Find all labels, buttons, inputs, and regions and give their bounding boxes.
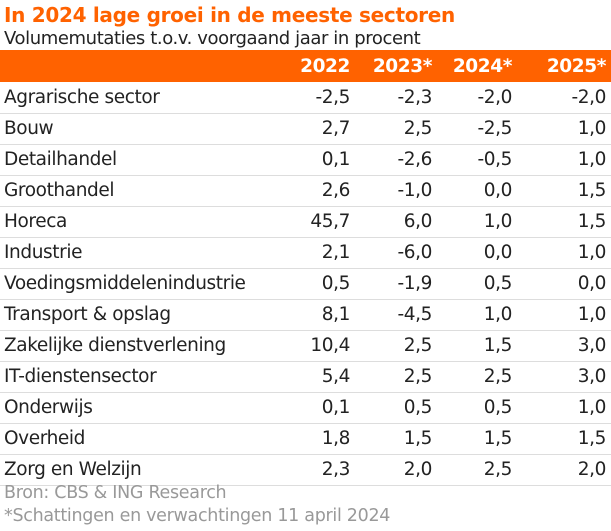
table-row: Transport & opslag 8,1 -4,5 1,0 1,0: [0, 299, 611, 330]
table-row: Onderwijs 0,1 0,5 0,5 1,0: [0, 392, 611, 423]
table-row: Detailhandel 0,1 -2,6 -0,5 1,0: [0, 144, 611, 175]
value-cell: -2,5: [477, 118, 513, 139]
value-cell: 0,5: [321, 273, 351, 294]
table-row: Overheid 1,8 1,5 1,5 1,5: [0, 423, 611, 454]
value-cell: 1,5: [483, 428, 513, 449]
sector-name: Zorg en Welzijn: [4, 459, 142, 480]
value-cell: 0,5: [403, 397, 433, 418]
value-cell: 8,1: [321, 304, 351, 325]
value-cell: 0,0: [577, 273, 607, 294]
value-cell: 1,5: [577, 180, 607, 201]
value-cell: 2,3: [321, 459, 351, 480]
value-cell: 2,0: [403, 459, 433, 480]
value-cell: -0,5: [477, 149, 513, 170]
value-cell: 5,4: [321, 366, 351, 387]
value-cell: 2,6: [321, 180, 351, 201]
value-cell: 1,5: [403, 428, 433, 449]
value-cell: 2,7: [321, 118, 351, 139]
value-cell: 1,8: [321, 428, 351, 449]
table-row: Industrie 2,1 -6,0 0,0 1,0: [0, 237, 611, 268]
value-cell: 3,0: [577, 366, 607, 387]
chart-title: In 2024 lage groei in de meeste sectoren: [4, 3, 455, 27]
value-cell: -2,6: [397, 149, 433, 170]
table-row: Zorg en Welzijn 2,3 2,0 2,5 2,0: [0, 454, 611, 485]
sector-name: Horeca: [4, 211, 67, 232]
value-cell: 1,0: [577, 242, 607, 263]
table-row: Voedingsmiddelenindustrie 0,5 -1,9 0,5 0,0: [0, 268, 611, 299]
forecast-note: *Schattingen en verwachtingen 11 april 2…: [4, 506, 391, 526]
value-cell: -2,0: [571, 86, 607, 108]
value-cell: -1,0: [397, 180, 433, 201]
sector-name: Detailhandel: [4, 149, 117, 170]
sector-name: Bouw: [4, 118, 54, 139]
value-cell: 1,0: [577, 149, 607, 170]
value-cell: 45,7: [310, 211, 350, 232]
table-row: Horeca 45,7 6,0 1,0 1,5: [0, 206, 611, 237]
table-row: Groothandel 2,6 -1,0 0,0 1,5: [0, 175, 611, 206]
value-cell: 1,0: [483, 211, 513, 232]
sector-name: Groothandel: [4, 180, 115, 201]
header-cell-year: 2024*: [452, 55, 513, 77]
table-row: Zakelijke dienstverlening 10,4 2,5 1,5 3,0: [0, 330, 611, 361]
sector-name: Overheid: [4, 428, 85, 449]
value-cell: 10,4: [310, 335, 350, 356]
value-cell: 2,5: [483, 366, 513, 387]
sector-name: IT-dienstensector: [4, 366, 157, 387]
value-cell: 0,1: [321, 149, 351, 170]
value-cell: 0,0: [483, 242, 513, 263]
value-cell: 1,5: [577, 428, 607, 449]
value-cell: 1,5: [483, 335, 513, 356]
sector-name: Zakelijke dienstverlening: [4, 335, 226, 356]
value-cell: 2,0: [577, 459, 607, 480]
value-cell: 0,5: [483, 273, 513, 294]
value-cell: 2,5: [403, 366, 433, 387]
value-cell: 1,0: [577, 397, 607, 418]
value-cell: 2,5: [403, 118, 433, 139]
table-header-row: 2022 2023* 2024* 2025*: [0, 50, 611, 82]
value-cell: -4,5: [397, 304, 433, 325]
value-cell: 1,0: [483, 304, 513, 325]
value-cell: 1,5: [577, 211, 607, 232]
value-cell: -2,0: [477, 86, 513, 108]
value-cell: 1,0: [577, 118, 607, 139]
header-cell-year: 2022: [300, 55, 350, 77]
value-cell: 2,5: [403, 335, 433, 356]
table-row: IT-dienstensector 5,4 2,5 2,5 3,0: [0, 361, 611, 392]
value-cell: 2,5: [483, 459, 513, 480]
source-note: Bron: CBS & ING Research: [4, 483, 227, 503]
chart-subtitle: Volumemutaties t.o.v. voorgaand jaar in …: [4, 28, 421, 49]
header-cell-label: [0, 50, 252, 82]
value-cell: 2,1: [321, 242, 351, 263]
value-cell: 0,0: [483, 180, 513, 201]
value-cell: -2,5: [315, 86, 351, 108]
table-row: Bouw 2,7 2,5 -2,5 1,0: [0, 113, 611, 144]
value-cell: 0,1: [321, 397, 351, 418]
sector-name: Industrie: [4, 242, 83, 263]
sector-name: Voedingsmiddelenindustrie: [4, 273, 246, 294]
value-cell: -1,9: [397, 273, 433, 294]
header-cell-year: 2023*: [372, 55, 433, 77]
value-cell: 0,5: [483, 397, 513, 418]
sector-name: Agrarische sector: [4, 86, 160, 108]
value-cell: 6,0: [403, 211, 433, 232]
value-cell: -6,0: [397, 242, 433, 263]
sector-name: Transport & opslag: [4, 304, 171, 325]
value-cell: 3,0: [577, 335, 607, 356]
table-row: Agrarische sector -2,5 -2,3 -2,0 -2,0: [0, 82, 611, 113]
value-cell: 1,0: [577, 304, 607, 325]
header-cell-year: 2025*: [546, 55, 607, 77]
sector-growth-table: 2022 2023* 2024* 2025* Agrarische sector -2,…: [0, 50, 611, 486]
sector-name: Onderwijs: [4, 397, 93, 418]
value-cell: -2,3: [397, 86, 433, 108]
